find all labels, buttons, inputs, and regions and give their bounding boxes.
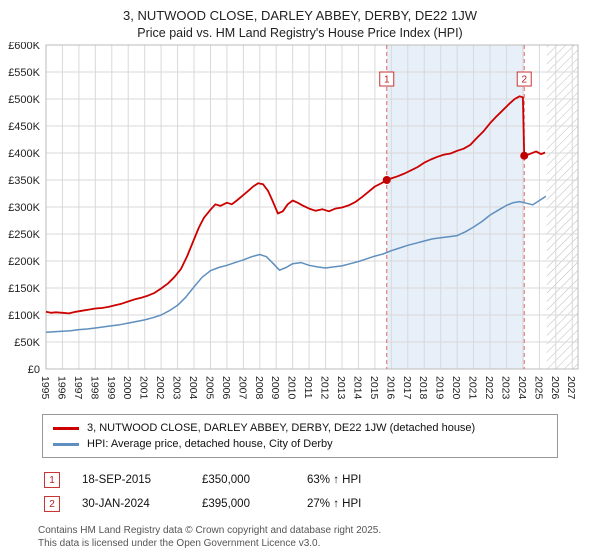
- x-tick-label: 2009: [269, 376, 281, 400]
- x-tick-label: 2023: [499, 376, 511, 400]
- page-subtitle: Price paid vs. HM Land Registry's House …: [137, 26, 463, 40]
- x-tick-label: 2027: [565, 376, 577, 400]
- sale-1-badge: 1: [44, 472, 60, 488]
- page-title: 3, NUTWOOD CLOSE, DARLEY ABBEY, DERBY, D…: [122, 8, 477, 23]
- legend-label-hpi: HPI: Average price, detached house, City…: [87, 438, 333, 450]
- license-footer: Contains HM Land Registry data © Crown c…: [38, 524, 600, 550]
- x-tick-label: 2007: [236, 376, 248, 400]
- y-tick-label: £450K: [8, 121, 40, 133]
- y-tick-label: £100K: [8, 310, 40, 322]
- y-tick-label: £300K: [8, 202, 40, 214]
- x-tick-label: 2004: [187, 376, 199, 400]
- x-tick-label: 2020: [450, 376, 462, 400]
- x-tick-label: 1996: [55, 376, 67, 400]
- y-tick-label: £600K: [8, 42, 40, 52]
- property-price-line: [45, 95, 546, 315]
- y-tick-label: £550K: [8, 67, 40, 79]
- legend-item-property: 3, NUTWOOD CLOSE, DARLEY ABBEY, DERBY, D…: [51, 420, 549, 436]
- sale-1-price: £350,000: [202, 474, 250, 486]
- x-tick-label: 2024: [516, 376, 528, 400]
- x-tick-label: 2006: [220, 376, 232, 400]
- x-tick-label: 2011: [302, 376, 314, 399]
- x-tick-label: 2012: [319, 376, 331, 400]
- sale-2-price: £395,000: [202, 498, 250, 510]
- plot-border: [45, 44, 579, 370]
- x-tick-label: 2018: [417, 376, 429, 400]
- x-tick-label: 1999: [105, 376, 117, 400]
- sale-2-badge: 2: [44, 496, 60, 512]
- footer-line-2: This data is licensed under the Open Gov…: [38, 538, 321, 549]
- sale-1-date: 18-SEP-2015: [82, 474, 152, 486]
- x-tick-label: 2010: [286, 376, 298, 400]
- x-tick-label: 2005: [203, 376, 215, 400]
- y-tick-label: £350K: [8, 175, 40, 187]
- x-tick-label: 1995: [39, 376, 51, 400]
- x-tick-label: 2017: [401, 376, 413, 400]
- y-tick-label: £50K: [14, 337, 40, 349]
- footer-line-1: Contains HM Land Registry data © Crown c…: [38, 525, 382, 536]
- x-tick-label: 2008: [253, 376, 265, 400]
- sale-marker-badge: [516, 71, 532, 87]
- price-chart: 1995 1996 1997 1998 1999 2000 2001 2002 2003 2004…: [8, 42, 579, 400]
- y-tick-label: £400K: [8, 148, 40, 160]
- x-tick-label: 2001: [138, 376, 150, 400]
- y-tick-label: £250K: [8, 229, 40, 241]
- x-tick-label: 2025: [532, 376, 544, 400]
- x-tick-label: 2014: [351, 376, 363, 400]
- x-tick-label: 2022: [483, 376, 495, 400]
- x-tick-label: 2002: [154, 376, 166, 400]
- y-tick-label: £0: [28, 364, 40, 376]
- legend-label-property: 3, NUTWOOD CLOSE, DARLEY ABBEY, DERBY, D…: [87, 422, 476, 434]
- x-tick-label: 2026: [549, 376, 561, 400]
- legend: 3, NUTWOOD CLOSE, DARLEY ABBEY, DERBY, D…: [42, 414, 558, 458]
- transaction-row: 1 18-SEP-2015 £350,000 63% ↑ HPI: [44, 468, 600, 492]
- x-tick-label: 2013: [335, 376, 347, 400]
- x-tick-label: 2021: [467, 376, 479, 400]
- sale-marker-badge-number: 1: [384, 75, 390, 86]
- sale-marker-badge-number: 2: [521, 75, 527, 86]
- sale-marker-dot: [382, 176, 391, 184]
- x-tick-label: 1997: [72, 376, 84, 400]
- x-tick-label: 2015: [368, 376, 380, 400]
- x-tick-label: 2000: [121, 376, 133, 400]
- x-tick-label: 2019: [434, 376, 446, 400]
- transaction-row: 2 30-JAN-2024 £395,000 27% ↑ HPI: [44, 492, 600, 516]
- legend-item-hpi: HPI: Average price, detached house, City…: [51, 436, 549, 452]
- legend-swatch-hpi: [53, 442, 79, 446]
- y-tick-label: £200K: [8, 256, 40, 268]
- sale-2-hpi-change: 27% ↑ HPI: [307, 498, 362, 510]
- hpi-line: [45, 195, 547, 334]
- chart-header: 3, NUTWOOD CLOSE, DARLEY ABBEY, DERBY, D…: [0, 0, 600, 42]
- sale-1-hpi-change: 63% ↑ HPI: [307, 474, 362, 486]
- sale-marker-badge: [379, 71, 395, 87]
- y-tick-label: £150K: [8, 283, 40, 295]
- x-tick-label: 2003: [171, 376, 183, 400]
- sale-marker-dot: [520, 151, 529, 160]
- legend-swatch-property: [53, 426, 79, 430]
- x-tick-label: 2016: [384, 376, 396, 400]
- x-tick-label: 1998: [88, 376, 100, 400]
- transactions-table: 1 18-SEP-2015 £350,000 63% ↑ HPI 2 30-JA…: [44, 468, 600, 516]
- sale-2-date: 30-JAN-2024: [82, 498, 150, 510]
- y-tick-label: £500K: [8, 94, 40, 106]
